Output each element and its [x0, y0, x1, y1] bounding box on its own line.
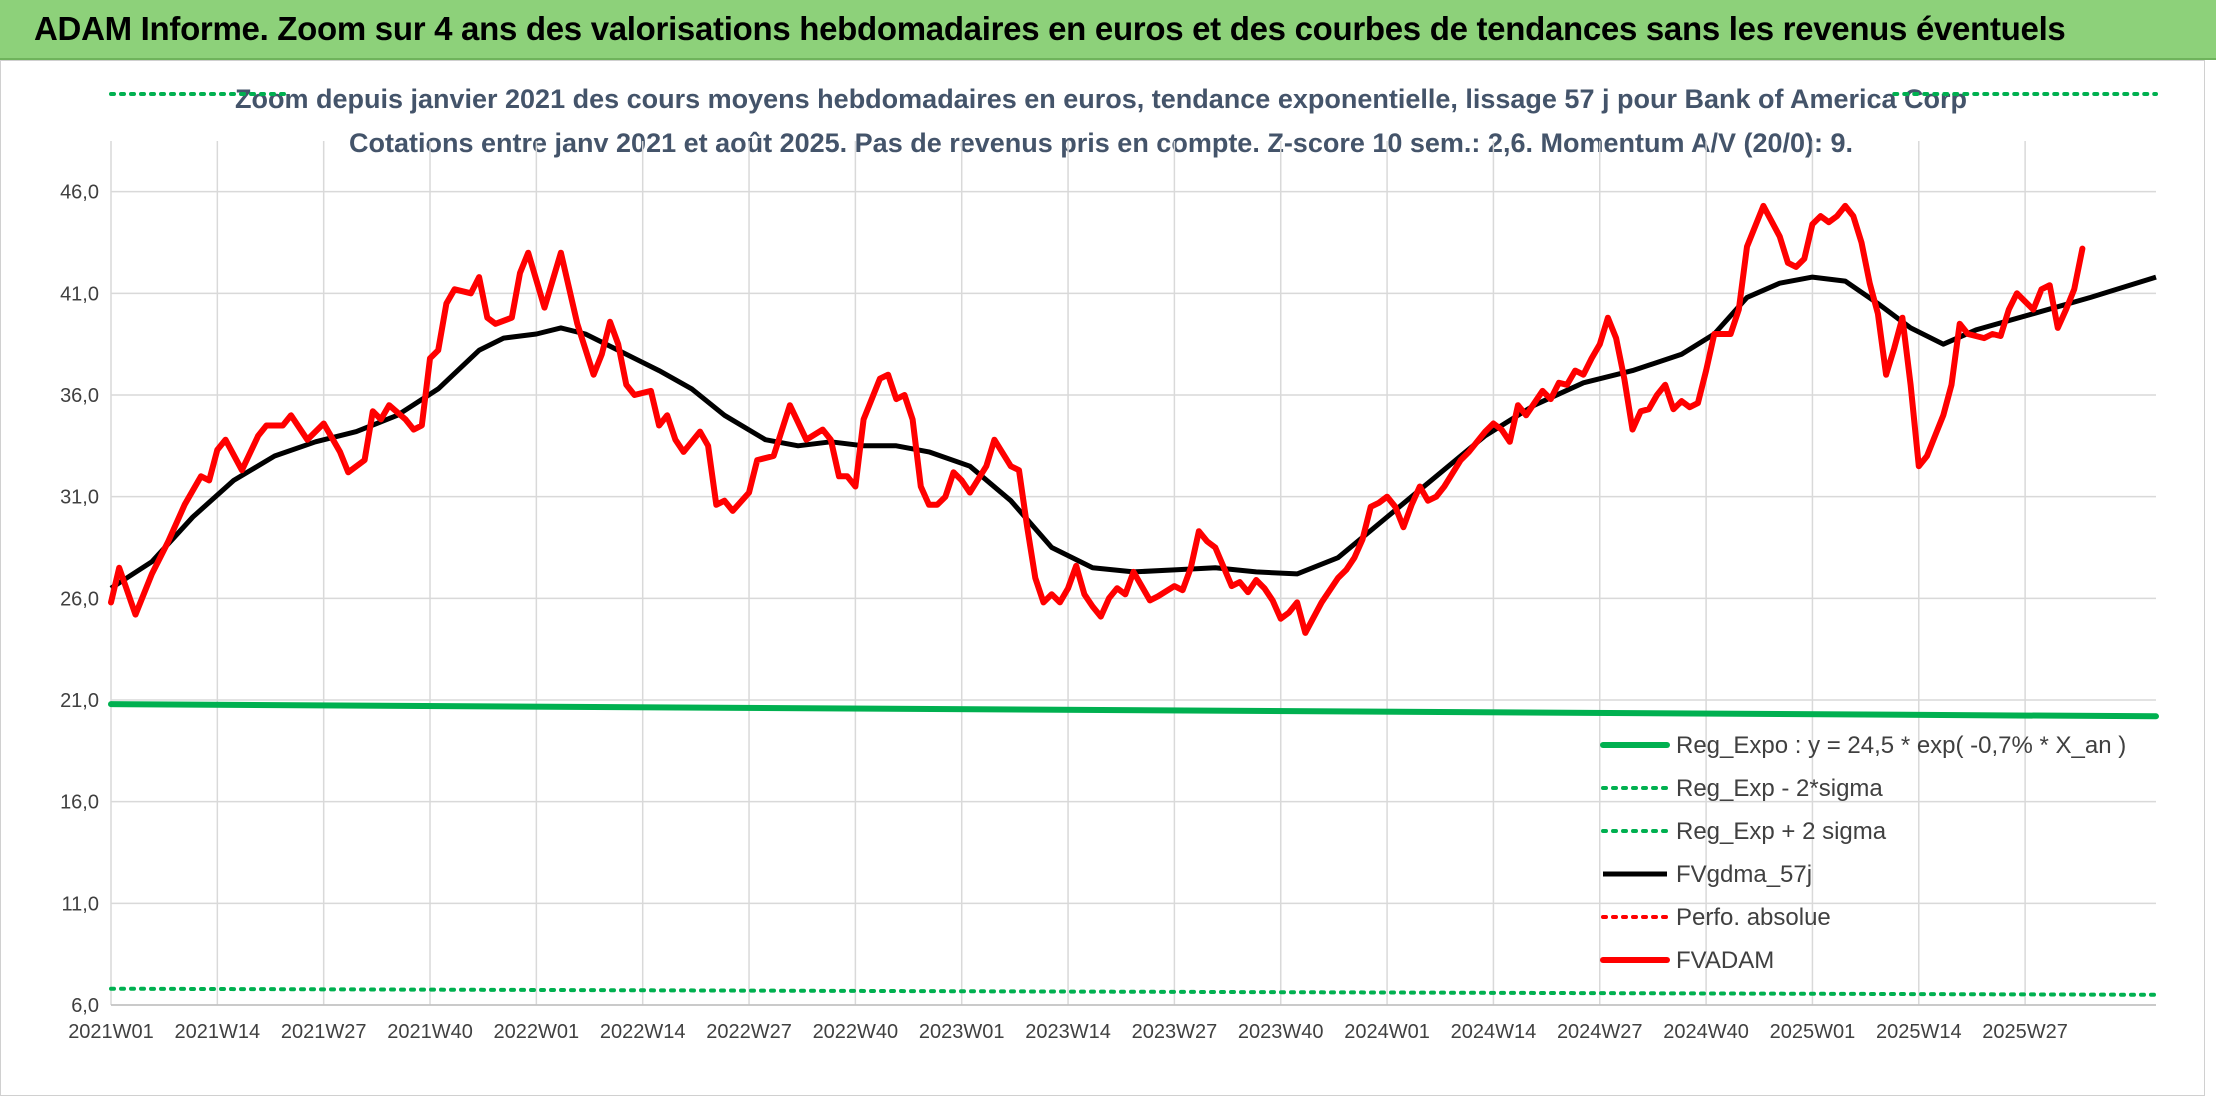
x-tick-label: 2021W14: [175, 1021, 261, 1043]
y-tick-label: 46,0: [60, 182, 99, 204]
legend-label: FVgdma_57j: [1676, 861, 1812, 888]
legend-label: Reg_Exp + 2 sigma: [1676, 818, 1887, 845]
legend-label: Reg_Exp - 2*sigma: [1676, 775, 1883, 802]
y-tick-label: 6,0: [71, 995, 99, 1017]
report-title: ADAM Informe. Zoom sur 4 ans des valoris…: [34, 10, 2066, 47]
gridlines: [110, 141, 2156, 1006]
series-line-3: [109, 274, 2157, 591]
series-line-5: [108, 202, 2086, 636]
series-line-0: [108, 701, 2159, 720]
x-tick-label: 2023W27: [1132, 1021, 1218, 1043]
series-group: [108, 92, 2159, 997]
y-tick-label: 11,0: [62, 893, 99, 915]
y-tick-label: 26,0: [60, 588, 99, 610]
x-tick-label: 2023W01: [919, 1021, 1005, 1043]
y-tick-label: 21,0: [60, 690, 99, 712]
x-tick-label: 2024W40: [1663, 1021, 1749, 1043]
y-tick-label: 41,0: [60, 283, 99, 305]
x-tick-label: 2021W40: [387, 1021, 473, 1043]
chart-title: Zoom depuis janvier 2021 des cours moyen…: [235, 84, 1967, 114]
x-tick-label: 2025W14: [1876, 1021, 1962, 1043]
legend-label: Perfo. absolue: [1676, 904, 1831, 931]
x-tick-label: 2024W14: [1451, 1021, 1537, 1043]
x-tick-label: 2022W01: [494, 1021, 580, 1043]
line-chart: Zoom depuis janvier 2021 des cours moyen…: [60, 84, 2159, 1043]
x-tick-label: 2024W01: [1344, 1021, 1430, 1043]
x-tick-label: 2023W14: [1025, 1021, 1111, 1043]
report-banner: ADAM Informe. Zoom sur 4 ans des valoris…: [0, 0, 2216, 60]
x-tick-label: 2022W40: [813, 1021, 899, 1043]
legend-label: Reg_Expo : y = 24,5 * exp( -0,7% * X_an …: [1676, 732, 2126, 759]
y-tick-label: 16,0: [60, 792, 99, 814]
axes: 6,0 11,0 16,0 21,0 26,0 31,0 36,0 41,0 46,0 2021W…: [60, 182, 2156, 1043]
x-tick-label: 2025W01: [1770, 1021, 1856, 1043]
x-tick-label: 2021W27: [281, 1021, 367, 1043]
chart-subtitle: Cotations entre janv 2021 et août 2025. …: [349, 128, 1853, 158]
chart-area: Zoom depuis janvier 2021 des cours moyen…: [0, 60, 2205, 1096]
y-tick-label: 31,0: [60, 487, 99, 509]
x-tick-label: 2022W27: [706, 1021, 792, 1043]
x-tick-label: 2023W40: [1238, 1021, 1324, 1043]
legend: Reg_Expo : y = 24,5 * exp( -0,7% * X_an …: [1600, 732, 2126, 974]
series-line-1: [109, 986, 2158, 997]
x-tick-label: 2022W14: [600, 1021, 686, 1043]
x-tick-label: 2021W01: [68, 1021, 154, 1043]
y-tick-label: 36,0: [60, 385, 99, 407]
legend-label: FVADAM: [1676, 947, 1774, 974]
x-tick-label: 2024W27: [1557, 1021, 1643, 1043]
x-tick-label: 2025W27: [1982, 1021, 2068, 1043]
